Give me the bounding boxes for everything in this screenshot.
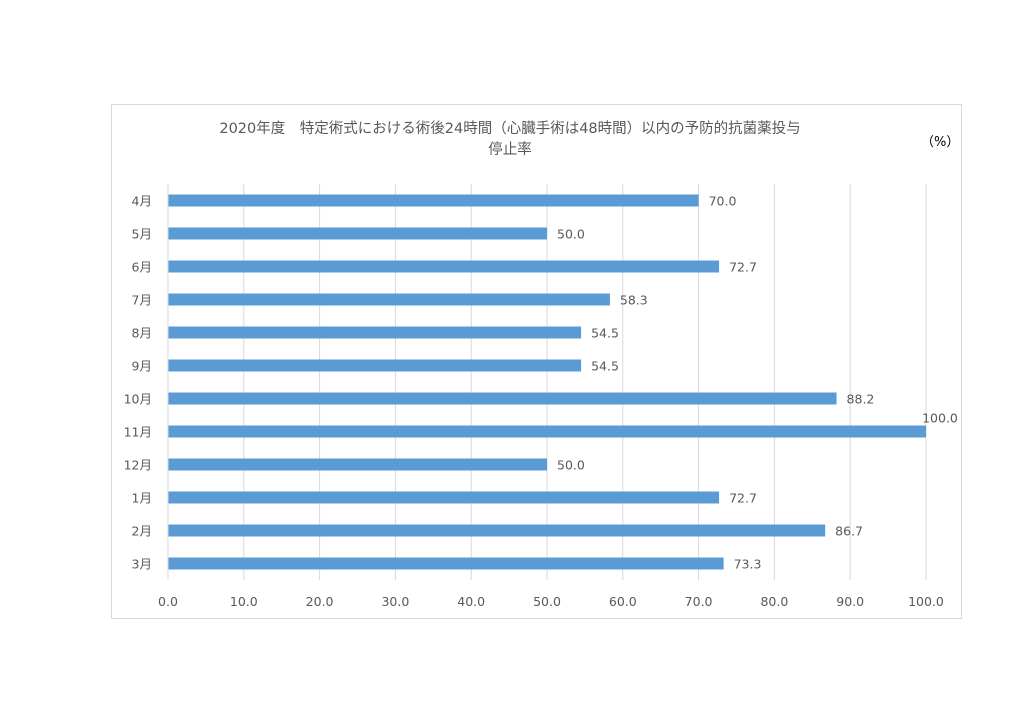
x-tick-label: 10.0 [230,594,258,609]
data-label: 54.5 [591,326,619,341]
x-tick-label: 80.0 [760,594,788,609]
bar [168,227,547,240]
bar [168,194,699,207]
y-tick-label: 3月 [132,557,152,572]
x-tick-label: 50.0 [533,594,561,609]
x-tick-label: 0.0 [158,594,178,609]
y-tick-label: 1月 [132,491,152,506]
bar [168,260,720,273]
x-tick-label: 60.0 [609,594,637,609]
y-tick-label: 12月 [124,458,152,473]
x-tick-label: 30.0 [381,594,409,609]
unit-label: （%） [921,135,960,150]
x-tick-label: 20.0 [306,594,334,609]
y-tick-label: 7月 [132,293,152,308]
bar [168,425,926,438]
bar [168,326,582,339]
x-tick-label: 90.0 [836,594,864,609]
y-tick-label: 2月 [132,524,152,539]
data-label: 50.0 [557,458,585,473]
y-tick-label: 9月 [132,359,152,374]
x-tick-label: 70.0 [685,594,713,609]
data-label: 50.0 [557,227,585,242]
y-tick-label: 5月 [132,227,152,242]
chart-title-line-2: 停止率 [488,142,532,158]
bar [168,392,837,405]
bar [168,524,826,537]
data-label: 70.0 [709,194,737,209]
y-tick-label: 4月 [132,194,152,209]
y-tick-label: 10月 [124,392,152,407]
bar [168,359,582,372]
x-tick-label: 100.0 [908,594,944,609]
data-label: 73.3 [734,557,762,572]
data-label: 58.3 [620,293,648,308]
x-tick-label: 40.0 [457,594,485,609]
y-tick-label: 6月 [132,260,152,275]
data-label: 88.2 [847,392,875,407]
bar [168,491,720,504]
y-tick-label: 11月 [124,425,152,440]
bar [168,458,547,471]
data-label: 72.7 [729,260,757,275]
chart-title-line-1: 2020年度 特定術式における術後24時間（心臓手術は48時間）以内の予防的抗菌… [219,121,801,137]
data-label: 72.7 [729,491,757,506]
y-tick-label: 8月 [132,326,152,341]
bar [168,293,610,306]
chart-title: 2020年度 特定術式における術後24時間（心臓手術は48時間）以内の予防的抗菌… [150,119,870,161]
data-label: 86.7 [835,524,863,539]
data-label: 54.5 [591,359,619,374]
data-label: 100.0 [922,411,958,426]
bar [168,557,724,570]
